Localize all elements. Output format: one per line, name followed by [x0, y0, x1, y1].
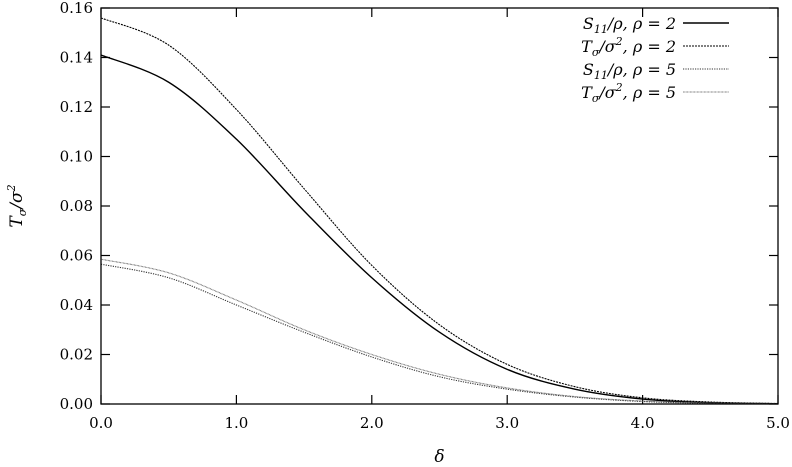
legend-label-1: S11/ρ, ρ = 2 — [583, 14, 676, 36]
legend-label-3: S11/ρ, ρ = 5 — [583, 60, 676, 82]
x-tick-label: 2.0 — [360, 414, 384, 432]
y-axis-title-base: T — [7, 215, 27, 228]
y-axis-title-sup: 2 — [5, 184, 18, 192]
legend-label-4: Tσ/σ2, ρ = 5 — [581, 81, 676, 105]
x-tick-label: 1.0 — [224, 414, 248, 432]
y-tick-label: 0.08 — [60, 197, 93, 215]
legend-label-2: Tσ/σ2, ρ = 2 — [581, 35, 676, 59]
x-tick-label: 4.0 — [631, 414, 655, 432]
series-line-4 — [100, 258, 779, 405]
y-tick-label: 0.16 — [60, 0, 93, 17]
x-tick-label: 5.0 — [766, 414, 790, 432]
plot-frame — [100, 7, 779, 405]
series-line-2 — [100, 17, 779, 405]
x-axis-title: δ — [434, 447, 444, 467]
y-tick-label: 0.06 — [60, 247, 93, 265]
y-tick-label: 0.02 — [60, 346, 93, 364]
y-tick-label: 0.12 — [60, 98, 93, 116]
series-line-1 — [100, 54, 779, 405]
y-axis-title-sub: σ — [16, 208, 29, 216]
y-tick-label: 0.00 — [60, 395, 93, 413]
series-line-3 — [100, 263, 779, 405]
series-layer — [100, 17, 779, 405]
y-tick-label: 0.10 — [60, 148, 93, 166]
x-axis-ticks: 0.0 1.0 2.0 3.0 4.0 5.0 — [89, 8, 790, 432]
y-axis-title-mid: /σ — [7, 191, 27, 211]
y-axis-title: Tσ/σ2 — [5, 184, 29, 227]
y-tick-label: 0.04 — [60, 296, 93, 314]
y-tick-label: 0.14 — [60, 49, 93, 67]
x-tick-label: 3.0 — [495, 414, 519, 432]
x-tick-label: 0.0 — [89, 414, 113, 432]
